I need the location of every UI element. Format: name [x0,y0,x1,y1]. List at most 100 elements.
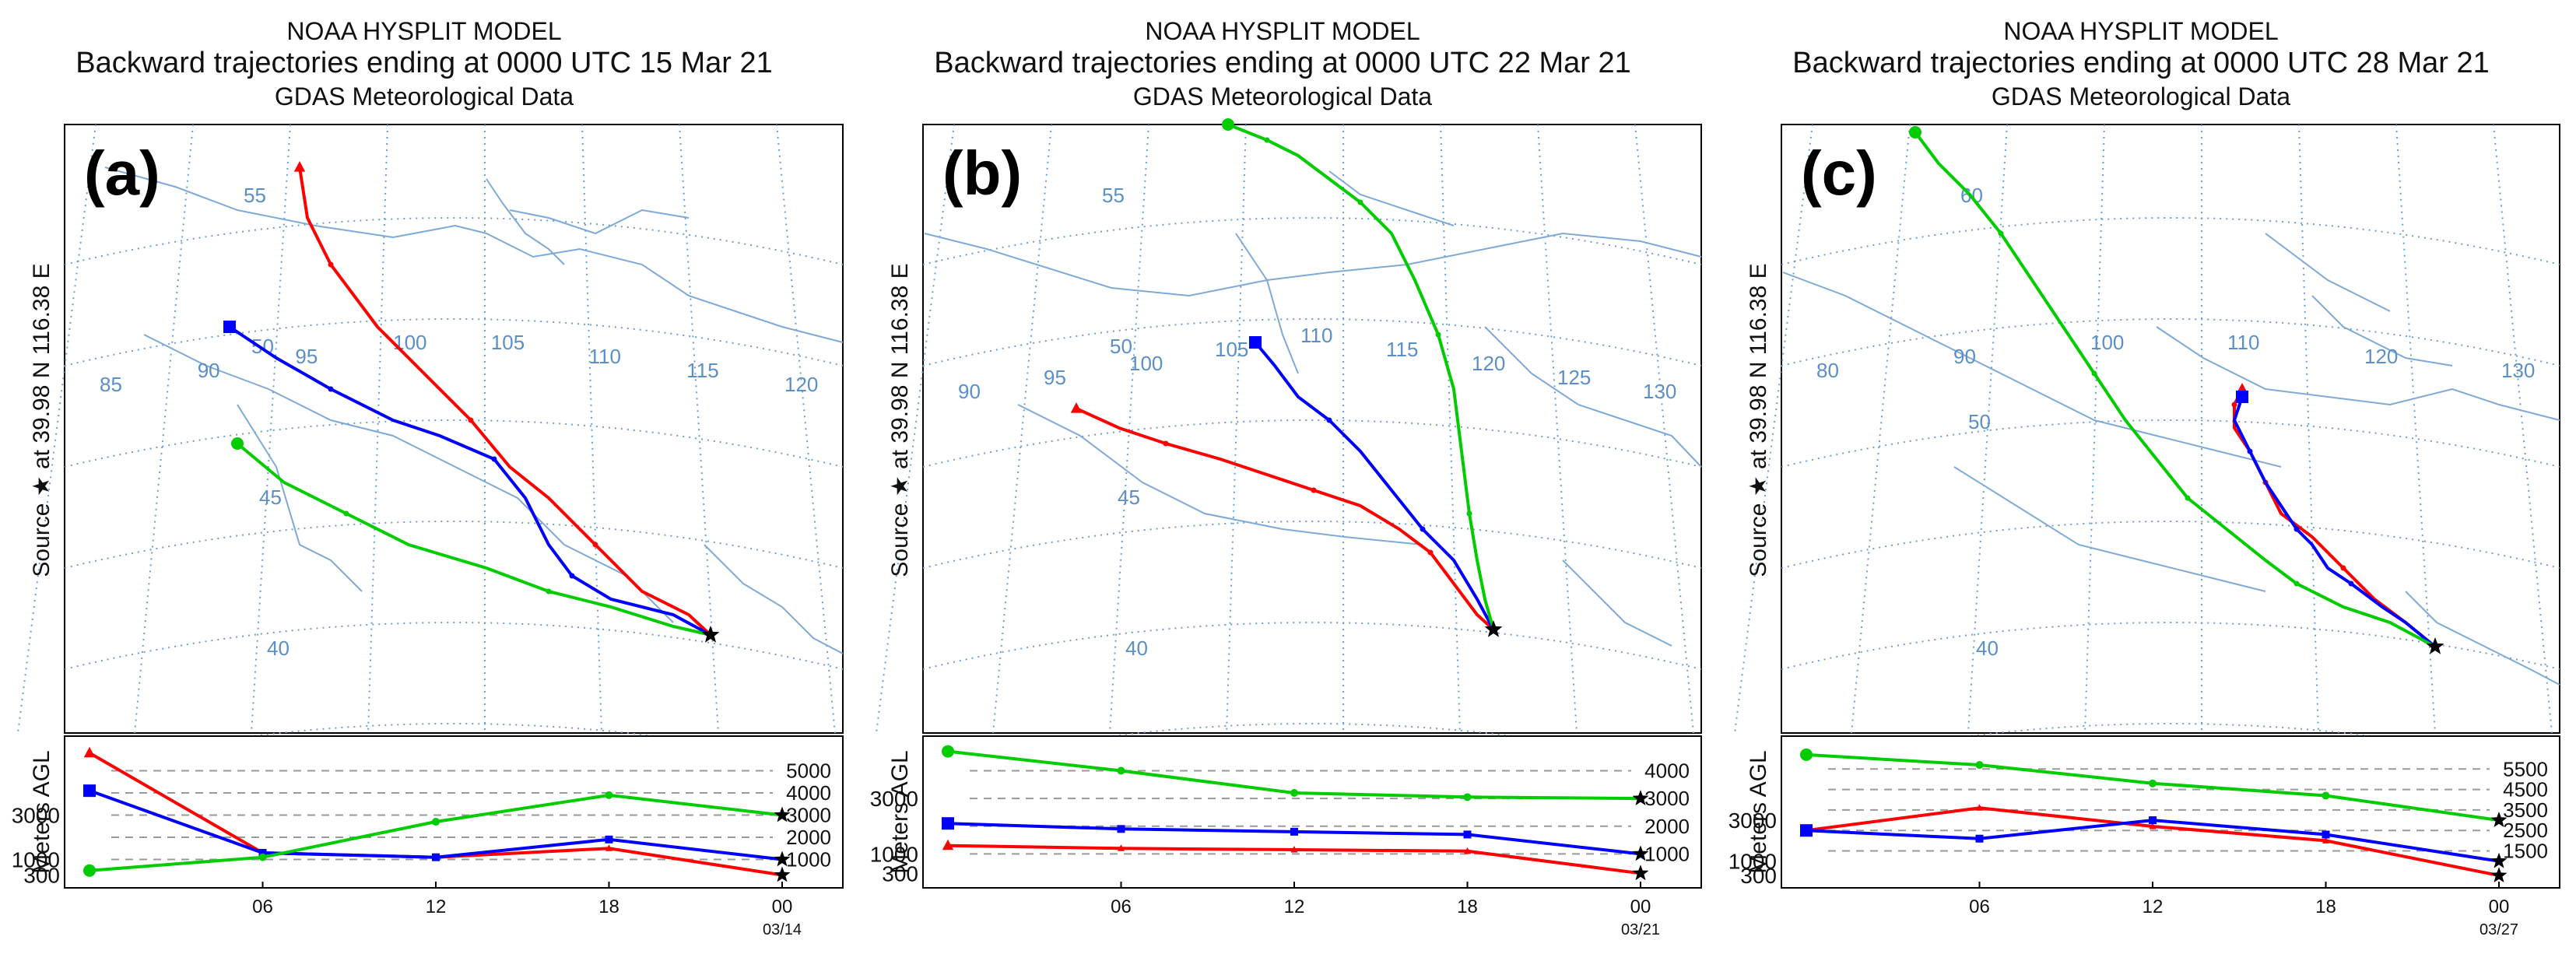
height-point [605,791,613,799]
longitude-line [2493,124,2553,734]
height-point [258,853,267,861]
map-lon-label: 115 [1386,338,1418,361]
right-tick-label: 1500 [2503,840,2548,863]
trajectory-node [328,386,334,392]
map-lon-label: 130 [2501,359,2535,382]
trajectory-start-marker [1222,118,1234,131]
model-title: NOAA HYSPLIT MODEL [1145,17,1420,45]
longitude-line [1734,124,1813,734]
trajectory-node [546,588,552,594]
latitude-line [64,217,844,265]
map-frame [1781,124,2560,734]
height-point [1117,825,1125,833]
right-tick-label: 1000 [1644,842,1690,865]
trajectory-start-marker [1070,402,1083,413]
coastline [2156,326,2560,421]
right-tick-label: 2000 [786,826,831,849]
trajectory-line [236,442,711,637]
height-point [432,818,440,826]
trajectory-node [343,510,349,517]
coastlines [1782,233,2560,686]
height-end-marker [83,746,96,758]
latitude-line [1781,723,2560,771]
source-star [1484,620,1503,637]
height-point [258,848,267,857]
trajectory-node [2348,580,2354,587]
coastline [1562,559,1672,647]
height-start-star [1632,790,1649,805]
longitude-line [17,124,97,734]
x-tick-label: 00 [1630,896,1651,917]
trajectory-title: Backward trajectories ending at 0000 UTC… [1792,47,2490,79]
left-tick-label: 1000 [870,842,918,866]
map-lon-label: 110 [2227,331,2259,354]
trajectory-start-marker [1909,126,1921,139]
latitude-line [922,318,1702,367]
height-start-star [1632,865,1649,881]
height-point [1117,766,1125,775]
x-tick-label: 12 [1284,896,1305,917]
latitude-line [1781,318,2560,367]
data-source-title: GDAS Meteorological Data [1132,82,1433,110]
data-source-title: GDAS Meteorological Data [274,82,574,110]
height-plot-frame [922,735,1702,889]
coastline [1953,466,2266,592]
coastline [237,404,363,592]
coastline [1484,326,1702,468]
height-point [1290,789,1298,797]
x-tick-label: 18 [598,896,619,917]
longitude-line [134,124,194,734]
trajectory-node [1420,526,1426,532]
model-title: NOAA HYSPLIT MODEL [2003,17,2279,45]
x-date-label: 03/21 [1621,921,1660,938]
trajectory-title: Backward trajectories ending at 0000 UTC… [934,47,1631,79]
coastline [104,167,844,343]
longitude-line [1851,124,1911,734]
map-lon-label: 90 [198,359,220,382]
right-tick-label: 2500 [2503,819,2548,842]
height-point [2322,836,2329,843]
x-tick-label: 18 [1457,896,1478,917]
map-lat-label: 50 [1968,410,1991,433]
map-lon-label: 85 [100,373,122,396]
map-lon-label: 110 [1300,324,1332,347]
map-lat-label: 40 [1125,637,1148,660]
x-tick-label: 06 [1969,896,1990,917]
height-end-marker [942,839,954,851]
trajectory-node [1163,440,1169,447]
model-title: NOAA HYSPLIT MODEL [286,17,562,45]
left-tick-label: 1000 [1728,850,1777,874]
latitude-line [64,723,844,771]
latitude-line [64,318,844,367]
coastline [704,544,844,654]
x-tick-label: 00 [772,896,793,917]
right-tick-label: 3500 [2503,798,2548,822]
trajectory-node [1311,487,1317,493]
right-tick-label: 2000 [1644,815,1690,838]
map-lon-label: 130 [1643,380,1676,403]
map-lat-label: 45 [259,486,282,509]
left-tick-label: 1000 [12,848,60,872]
longitude-line [776,124,836,734]
x-tick-label: 00 [2489,896,2510,917]
map-lon-label: 105 [491,331,525,354]
source-label: Source ★ at 39.98 N 116.38 E [1746,263,1771,577]
map-labels: 90 95 100 105 110 115 120 125 130 55 50 45 40 [958,184,1676,660]
trajectory-node [491,456,497,462]
height-point [1976,804,1983,811]
height-end-marker [942,817,954,830]
trajectory-node [1357,199,1363,205]
x-date-label: 03/27 [2479,921,2518,938]
map-lon-label: 100 [2090,331,2124,354]
trajectory-start-marker [223,321,236,333]
right-tick-label: 3000 [1644,787,1690,810]
trajectory-start-marker [1249,336,1262,349]
latitude-line [64,521,844,569]
trajectory-node [569,573,575,579]
height-start-star [2490,867,2508,882]
map-lon-label: 125 [1557,366,1591,389]
coastline [509,209,690,235]
x-date-label: 03/14 [763,921,802,938]
trajectory-node [328,261,334,268]
right-tick-label: 4000 [786,781,831,805]
